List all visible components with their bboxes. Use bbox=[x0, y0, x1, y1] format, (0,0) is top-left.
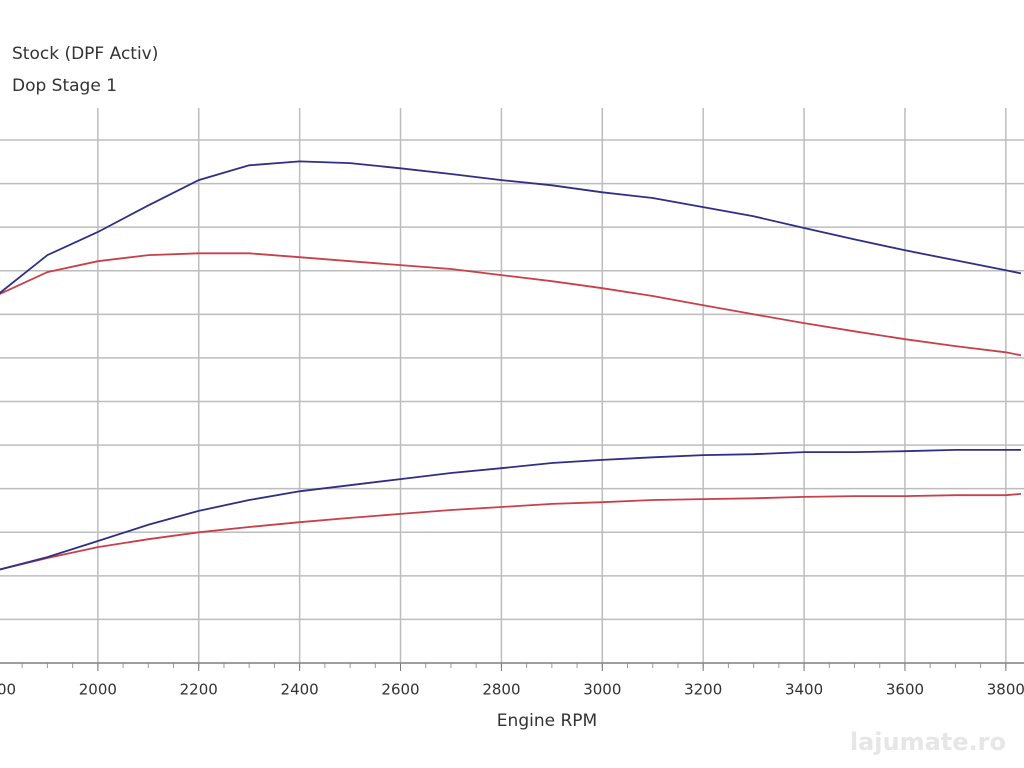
x-tick-label: 1800 bbox=[0, 681, 16, 699]
x-tick-label: 3400 bbox=[785, 681, 823, 699]
x-tick-label: 2800 bbox=[482, 681, 520, 699]
legend-entry: Stock (DPF Activ) bbox=[12, 44, 158, 64]
series-line bbox=[0, 160, 1022, 294]
legend-entry: Dop Stage 1 bbox=[12, 76, 117, 96]
x-axis-label: Engine RPM bbox=[497, 711, 597, 731]
x-tick-label: 3200 bbox=[684, 681, 722, 699]
series-line bbox=[0, 449, 1021, 571]
x-tick-label: 2000 bbox=[79, 681, 117, 699]
x-tick-label: 2200 bbox=[180, 681, 218, 699]
x-tick-label: 3800 bbox=[987, 681, 1024, 699]
x-tick-label: 2400 bbox=[281, 681, 319, 699]
watermark: lajumate.ro bbox=[850, 728, 1006, 756]
series-line bbox=[0, 493, 1022, 571]
x-tick-label: 2600 bbox=[381, 681, 419, 699]
series-line bbox=[0, 252, 1022, 357]
x-tick-label: 3600 bbox=[886, 681, 924, 699]
x-tick-label: 3000 bbox=[583, 681, 621, 699]
